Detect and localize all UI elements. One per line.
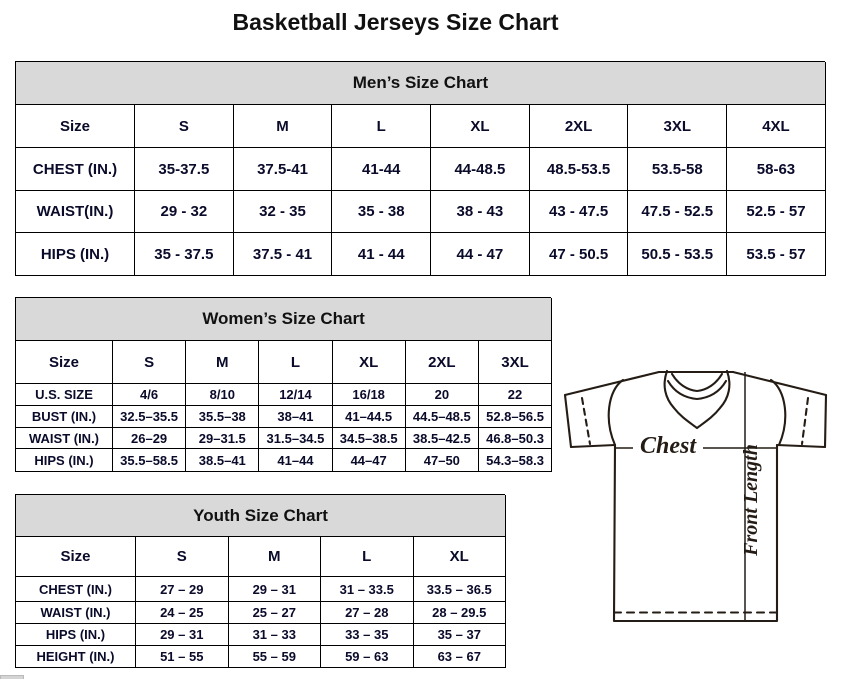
svg-text:Front Length: Front Length (740, 444, 762, 557)
svg-text:Chest: Chest (640, 433, 697, 459)
